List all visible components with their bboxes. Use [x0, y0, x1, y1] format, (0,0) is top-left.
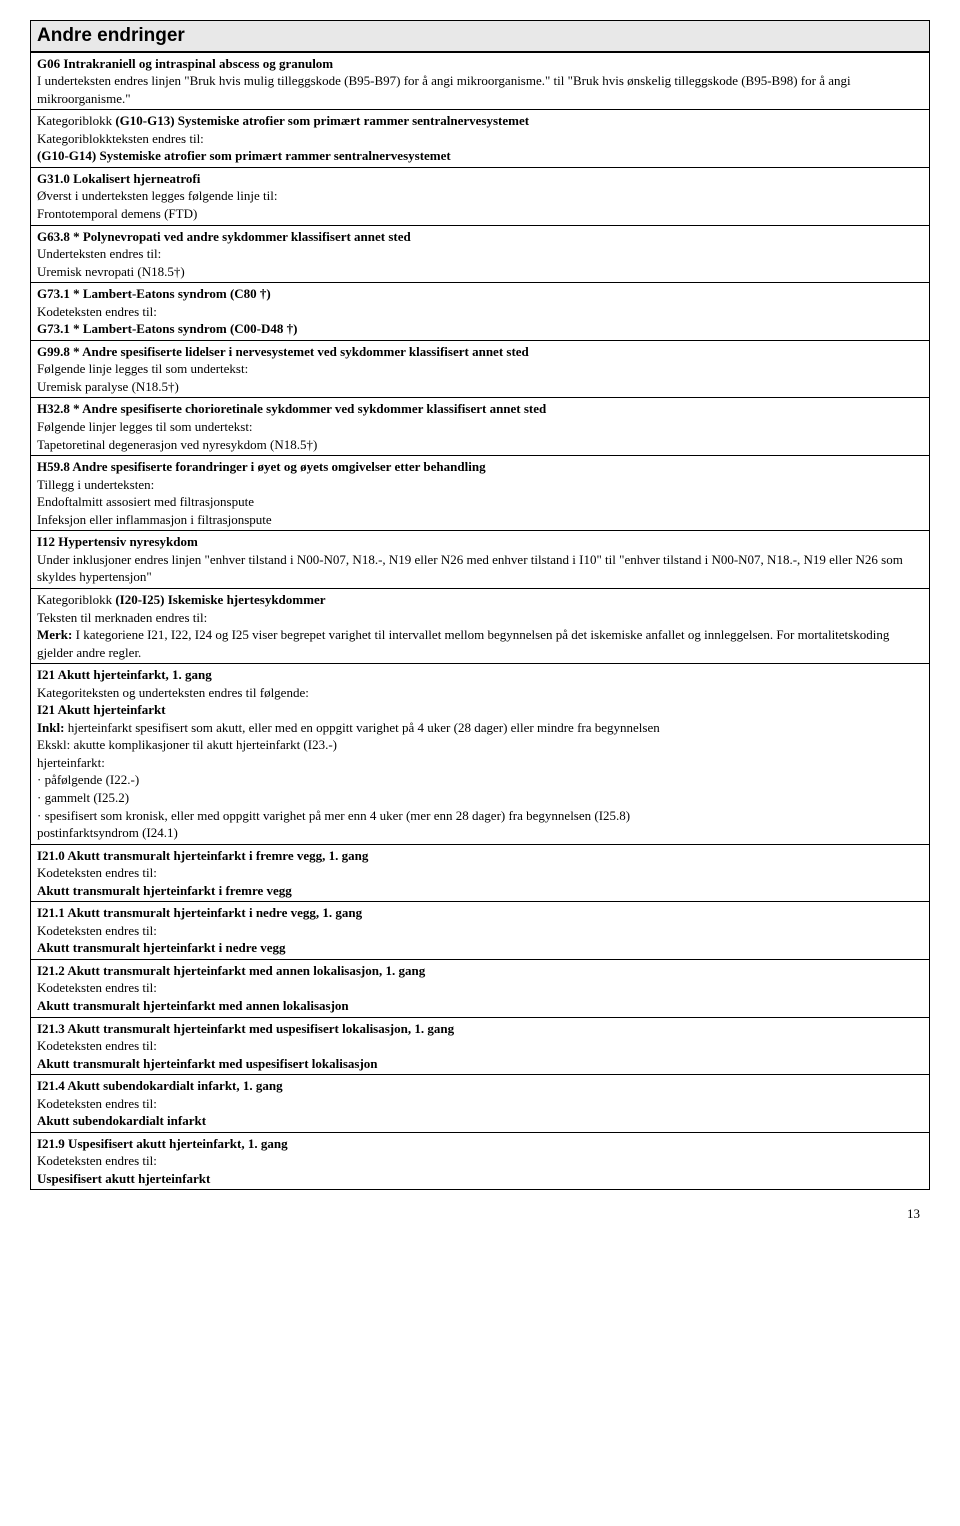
cell-line: I21 Akutt hjerteinfarkt, 1. gang: [37, 666, 923, 684]
cell-line: G31.0 Lokalisert hjerneatrofi: [37, 170, 923, 188]
table-row: I12 Hypertensiv nyresykdomUnder inklusjo…: [31, 531, 930, 589]
cell-line: Kategoriteksten og underteksten endres t…: [37, 684, 923, 702]
table-cell: I21.0 Akutt transmuralt hjerteinfarkt i …: [31, 844, 930, 902]
table-row: I21.4 Akutt subendokardialt infarkt, 1. …: [31, 1075, 930, 1133]
cell-line: I12 Hypertensiv nyresykdom: [37, 533, 923, 551]
cell-line: H32.8 * Andre spesifiserte chorioretinal…: [37, 400, 923, 418]
table-row: H32.8 * Andre spesifiserte chorioretinal…: [31, 398, 930, 456]
table-cell: I21.1 Akutt transmuralt hjerteinfarkt i …: [31, 902, 930, 960]
cell-line: postinfarktsyndrom (I24.1): [37, 824, 923, 842]
section-header: Andre endringer: [30, 20, 930, 52]
cell-line: Teksten til merknaden endres til:: [37, 609, 923, 627]
cell-line: · gammelt (I25.2): [37, 789, 923, 807]
cell-line: I underteksten endres linjen "Bruk hvis …: [37, 72, 923, 107]
cell-line: G73.1 * Lambert-Eatons syndrom (C80 †): [37, 285, 923, 303]
cell-line: Kodeteksten endres til:: [37, 1095, 923, 1113]
table-row: I21.1 Akutt transmuralt hjerteinfarkt i …: [31, 902, 930, 960]
table-cell: G06 Intrakraniell og intraspinal abscess…: [31, 52, 930, 110]
cell-line: Ekskl: akutte komplikasjoner til akutt h…: [37, 736, 923, 754]
table-row: G06 Intrakraniell og intraspinal abscess…: [31, 52, 930, 110]
cell-line: G99.8 * Andre spesifiserte lidelser i ne…: [37, 343, 923, 361]
cell-line: Akutt transmuralt hjerteinfarkt i fremre…: [37, 882, 923, 900]
table-cell: H59.8 Andre spesifiserte forandringer i …: [31, 456, 930, 531]
table-row: G31.0 Lokalisert hjerneatrofiØverst i un…: [31, 167, 930, 225]
cell-line: hjerteinfarkt:: [37, 754, 923, 772]
table-cell: I21 Akutt hjerteinfarkt, 1. gangKategori…: [31, 664, 930, 844]
cell-line: Kodeteksten endres til:: [37, 1037, 923, 1055]
table-row: G73.1 * Lambert-Eatons syndrom (C80 †)Ko…: [31, 283, 930, 341]
table-row: H59.8 Andre spesifiserte forandringer i …: [31, 456, 930, 531]
cell-line: · påfølgende (I22.-): [37, 771, 923, 789]
cell-line: · spesifisert som kronisk, eller med opp…: [37, 807, 923, 825]
cell-line: Uremisk nevropati (N18.5†): [37, 263, 923, 281]
cell-line: Kategoriblokk (I20-I25) Iskemiske hjerte…: [37, 591, 923, 609]
table-cell: G63.8 * Polynevropati ved andre sykdomme…: [31, 225, 930, 283]
cell-line: I21.3 Akutt transmuralt hjerteinfarkt me…: [37, 1020, 923, 1038]
cell-line: Merk: I kategoriene I21, I22, I24 og I25…: [37, 626, 923, 661]
cell-line: Kategoriblokkteksten endres til:: [37, 130, 923, 148]
cell-line: Kodeteksten endres til:: [37, 303, 923, 321]
table-cell: I21.4 Akutt subendokardialt infarkt, 1. …: [31, 1075, 930, 1133]
table-row: I21.2 Akutt transmuralt hjerteinfarkt me…: [31, 959, 930, 1017]
cell-line: Følgende linjer legges til som underteks…: [37, 418, 923, 436]
cell-line: G06 Intrakraniell og intraspinal abscess…: [37, 55, 923, 73]
cell-line: Tapetoretinal degenerasjon ved nyresykdo…: [37, 436, 923, 454]
cell-line: Uspesifisert akutt hjerteinfarkt: [37, 1170, 923, 1188]
cell-line: H59.8 Andre spesifiserte forandringer i …: [37, 458, 923, 476]
cell-line: Akutt subendokardialt infarkt: [37, 1112, 923, 1130]
cell-line: Kodeteksten endres til:: [37, 864, 923, 882]
table-cell: G73.1 * Lambert-Eatons syndrom (C80 †)Ko…: [31, 283, 930, 341]
cell-line: Akutt transmuralt hjerteinfarkt med uspe…: [37, 1055, 923, 1073]
table-row: G99.8 * Andre spesifiserte lidelser i ne…: [31, 340, 930, 398]
table-row: Kategoriblokk (G10-G13) Systemiske atrof…: [31, 110, 930, 168]
cell-line: I21 Akutt hjerteinfarkt: [37, 701, 923, 719]
page-number: 13: [30, 1205, 930, 1223]
cell-line: Kodeteksten endres til:: [37, 1152, 923, 1170]
table-row: Kategoriblokk (I20-I25) Iskemiske hjerte…: [31, 588, 930, 663]
table-cell: I21.2 Akutt transmuralt hjerteinfarkt me…: [31, 959, 930, 1017]
table-cell: Kategoriblokk (I20-I25) Iskemiske hjerte…: [31, 588, 930, 663]
cell-line: Kategoriblokk (G10-G13) Systemiske atrof…: [37, 112, 923, 130]
cell-line: Inkl: hjerteinfarkt spesifisert som akut…: [37, 719, 923, 737]
cell-line: Kodeteksten endres til:: [37, 979, 923, 997]
cell-line: Under inklusjoner endres linjen "enhver …: [37, 551, 923, 586]
cell-line: Akutt transmuralt hjerteinfarkt i nedre …: [37, 939, 923, 957]
cell-line: I21.0 Akutt transmuralt hjerteinfarkt i …: [37, 847, 923, 865]
table-cell: I21.3 Akutt transmuralt hjerteinfarkt me…: [31, 1017, 930, 1075]
table-cell: H32.8 * Andre spesifiserte chorioretinal…: [31, 398, 930, 456]
cell-line: Følgende linje legges til som undertekst…: [37, 360, 923, 378]
cell-line: Øverst i underteksten legges følgende li…: [37, 187, 923, 205]
table-row: I21.0 Akutt transmuralt hjerteinfarkt i …: [31, 844, 930, 902]
cell-line: Tillegg i underteksten:: [37, 476, 923, 494]
cell-line: I21.9 Uspesifisert akutt hjerteinfarkt, …: [37, 1135, 923, 1153]
table-cell: I21.9 Uspesifisert akutt hjerteinfarkt, …: [31, 1132, 930, 1190]
cell-line: Underteksten endres til:: [37, 245, 923, 263]
cell-line: Uremisk paralyse (N18.5†): [37, 378, 923, 396]
changes-table: G06 Intrakraniell og intraspinal abscess…: [30, 52, 930, 1191]
cell-line: Akutt transmuralt hjerteinfarkt med anne…: [37, 997, 923, 1015]
cell-line: G63.8 * Polynevropati ved andre sykdomme…: [37, 228, 923, 246]
cell-line: Frontotemporal demens (FTD): [37, 205, 923, 223]
table-cell: G99.8 * Andre spesifiserte lidelser i ne…: [31, 340, 930, 398]
table-row: I21.9 Uspesifisert akutt hjerteinfarkt, …: [31, 1132, 930, 1190]
cell-line: I21.4 Akutt subendokardialt infarkt, 1. …: [37, 1077, 923, 1095]
table-cell: G31.0 Lokalisert hjerneatrofiØverst i un…: [31, 167, 930, 225]
cell-line: G73.1 * Lambert-Eatons syndrom (C00-D48 …: [37, 320, 923, 338]
table-row: I21.3 Akutt transmuralt hjerteinfarkt me…: [31, 1017, 930, 1075]
cell-line: Endoftalmitt assosiert med filtrasjonspu…: [37, 493, 923, 511]
table-row: G63.8 * Polynevropati ved andre sykdomme…: [31, 225, 930, 283]
table-cell: I12 Hypertensiv nyresykdomUnder inklusjo…: [31, 531, 930, 589]
table-cell: Kategoriblokk (G10-G13) Systemiske atrof…: [31, 110, 930, 168]
cell-line: I21.1 Akutt transmuralt hjerteinfarkt i …: [37, 904, 923, 922]
cell-line: Kodeteksten endres til:: [37, 922, 923, 940]
cell-line: I21.2 Akutt transmuralt hjerteinfarkt me…: [37, 962, 923, 980]
cell-line: Infeksjon eller inflammasjon i filtrasjo…: [37, 511, 923, 529]
cell-line: (G10-G14) Systemiske atrofier som primær…: [37, 147, 923, 165]
table-row: I21 Akutt hjerteinfarkt, 1. gangKategori…: [31, 664, 930, 844]
